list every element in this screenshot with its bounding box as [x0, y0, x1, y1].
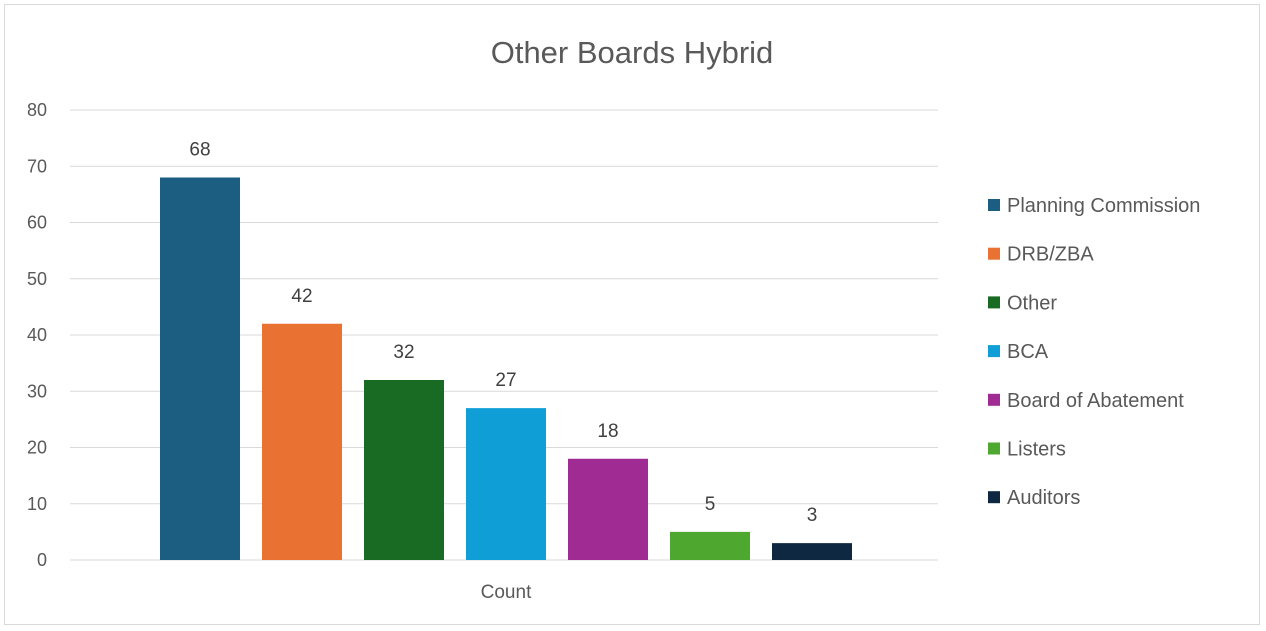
- bar-other[interactable]: [364, 380, 444, 560]
- y-tick-label: 10: [27, 494, 47, 514]
- legend-label: Other: [1007, 292, 1057, 314]
- bar-planning-commission[interactable]: [160, 177, 240, 561]
- legend-label: Planning Commission: [1007, 195, 1200, 217]
- legend-swatch: [988, 442, 1000, 455]
- data-label: 32: [393, 342, 414, 363]
- y-tick-label: 70: [27, 156, 47, 176]
- legend-label: Listers: [1007, 439, 1066, 461]
- chart-title: Other Boards Hybrid: [491, 35, 774, 70]
- y-tick-label: 20: [27, 438, 47, 458]
- y-tick-label: 80: [27, 100, 47, 120]
- x-category-label: Count: [481, 582, 532, 603]
- legend-item[interactable]: Board of Abatement: [988, 390, 1184, 412]
- bar-board-of-abatement[interactable]: [568, 458, 648, 560]
- legend-item[interactable]: Other: [988, 292, 1057, 314]
- y-tick-label: 0: [37, 550, 47, 570]
- y-tick-label: 40: [27, 325, 47, 345]
- bar-auditors[interactable]: [772, 543, 852, 560]
- legend-swatch: [988, 393, 1000, 406]
- legend[interactable]: Planning Commission DRB/ZBA Other BCA Board …: [988, 195, 1200, 509]
- legend-item[interactable]: Listers: [988, 439, 1066, 461]
- data-labels: 68 42 32 27 18 5 3: [189, 140, 817, 527]
- data-label: 42: [291, 286, 312, 307]
- legend-label: BCA: [1007, 341, 1049, 363]
- y-tick-label: 60: [27, 213, 47, 233]
- data-label: 68: [189, 140, 210, 161]
- legend-swatch: [988, 491, 1000, 504]
- legend-label: Board of Abatement: [1007, 390, 1184, 412]
- bar-bca[interactable]: [466, 408, 546, 560]
- legend-swatch: [988, 199, 1000, 211]
- data-label: 27: [495, 370, 516, 391]
- legend-swatch: [988, 247, 1000, 260]
- bars: [160, 177, 852, 561]
- legend-swatch: [988, 296, 1000, 309]
- legend-item[interactable]: DRB/ZBA: [988, 244, 1094, 266]
- y-axis-ticks: 0 10 20 30 40 50 60 70 80: [27, 100, 47, 570]
- y-tick-label: 50: [27, 269, 47, 289]
- legend-label: DRB/ZBA: [1007, 244, 1094, 266]
- y-tick-label: 30: [27, 381, 47, 401]
- data-label: 18: [597, 421, 618, 442]
- legend-item[interactable]: BCA: [988, 341, 1049, 363]
- x-axis-categories: Count: [481, 582, 532, 603]
- legend-item[interactable]: Auditors: [988, 487, 1080, 509]
- legend-label: Auditors: [1007, 487, 1080, 509]
- legend-item[interactable]: Planning Commission: [988, 195, 1200, 217]
- bar-drb-zba[interactable]: [262, 323, 342, 560]
- data-label: 3: [807, 505, 818, 526]
- legend-swatch: [988, 345, 1000, 358]
- data-label: 5: [705, 494, 716, 515]
- bar-listers[interactable]: [670, 531, 750, 560]
